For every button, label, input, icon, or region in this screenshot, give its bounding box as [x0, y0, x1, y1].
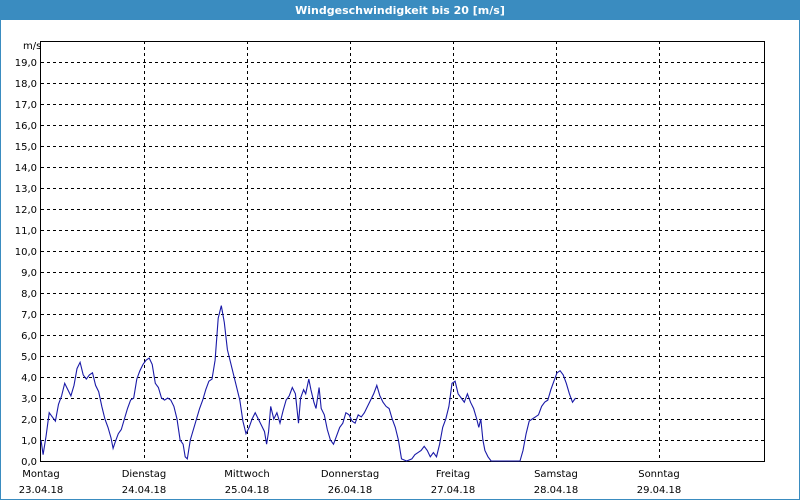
y-axis: 0,0 1,0 2,0 3,0 4,0 5,0 6,0 7,0 8,0 9,0 10,0 11,0 12…: [15, 58, 37, 468]
y-tick-label: 14,0: [15, 163, 37, 174]
y-tick-label: 3,0: [21, 394, 37, 405]
y-tick-label: 19,0: [15, 58, 37, 69]
wind-speed-series-line: [40, 305, 577, 462]
x-tick-day-label: Donnerstag: [321, 469, 379, 480]
y-tick-label: 0,0: [21, 457, 37, 468]
y-tick-label: 10,0: [15, 247, 37, 258]
y-tick-label: 5,0: [21, 352, 37, 363]
x-tick-day-label: Freitag: [436, 469, 470, 480]
y-tick-label: 1,0: [21, 436, 37, 447]
x-tick-date-label: 23.04.18: [19, 485, 64, 496]
x-tick-date-label: 25.04.18: [225, 485, 270, 496]
x-tick-date-label: 27.04.18: [431, 485, 476, 496]
y-axis-unit-label: m/s: [23, 41, 41, 52]
x-tick-day-label: Dienstag: [122, 469, 167, 480]
x-tick-day-label: Sonntag: [638, 469, 680, 480]
y-tick-label: 18,0: [15, 79, 37, 90]
y-tick-label: 13,0: [15, 184, 37, 195]
x-tick-date-label: 29.04.18: [637, 485, 682, 496]
x-tick-day-label: Mittwoch: [224, 469, 269, 480]
y-tick-label: 4,0: [21, 373, 37, 384]
x-tick-date-label: 26.04.18: [328, 485, 373, 496]
y-tick-label: 15,0: [15, 142, 37, 153]
window-title: Windgeschwindigkeit bis 20 [m/s]: [1, 1, 799, 20]
x-tick-day-label: Samstag: [534, 469, 578, 480]
x-tick-date-label: 28.04.18: [534, 485, 579, 496]
grid-lines: [41, 41, 765, 461]
y-tick-label: 2,0: [21, 415, 37, 426]
y-tick-label: 7,0: [21, 310, 37, 321]
x-tick-date-label: 24.04.18: [122, 485, 167, 496]
y-tick-label: 16,0: [15, 121, 37, 132]
y-tick-label: 6,0: [21, 331, 37, 342]
y-tick-label: 12,0: [15, 205, 37, 216]
y-tick-label: 17,0: [15, 100, 37, 111]
x-tick-day-label: Montag: [22, 469, 59, 480]
y-tick-label: 11,0: [15, 226, 37, 237]
y-tick-label: 8,0: [21, 289, 37, 300]
y-tick-label: 9,0: [21, 268, 37, 279]
x-axis: Montag 23.04.18 Dienstag 24.04.18 Mittwoch 25…: [19, 469, 682, 496]
